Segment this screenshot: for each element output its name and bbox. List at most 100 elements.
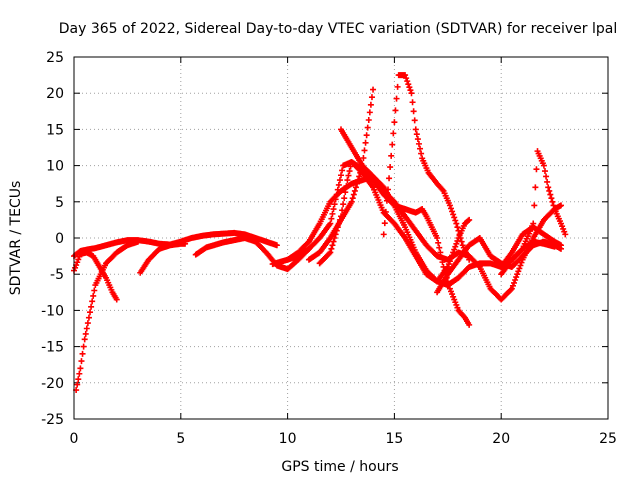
data-point [345,172,352,179]
data-point [87,309,94,316]
data-point [417,145,424,152]
data-point [366,109,373,116]
data-point [549,198,556,205]
data-point [339,167,346,174]
data-point [352,184,359,191]
data-point [346,168,353,175]
data-point [518,246,525,253]
y-tick-label: 5 [55,195,64,211]
data-point [342,189,349,196]
x-tick-label: 0 [70,431,79,447]
x-axis-label: GPS time / hours [281,459,398,475]
data-point [338,213,344,220]
data-point [532,184,539,191]
data-point [368,94,375,101]
data-point [364,124,371,131]
data-point [544,178,551,185]
series-track-3 [73,238,142,394]
data-point [384,186,391,193]
data-point [457,235,464,241]
data-point [392,107,399,114]
data-point [406,84,413,91]
data-point [332,231,339,238]
data-point [546,187,553,194]
series-track-11 [380,72,473,263]
data-point [335,181,342,188]
y-tick-label: 0 [55,231,64,247]
data-point [453,220,460,227]
data-point [514,271,521,278]
data-point [365,116,372,123]
data-point [512,276,519,283]
data-point [356,173,363,180]
data-point [515,268,522,275]
data-point [518,259,525,266]
data-point [456,231,463,238]
data-point [326,250,333,257]
data-point [83,325,90,332]
data-point [367,101,374,108]
data-point [74,381,81,388]
data-point [334,186,341,193]
data-point [335,220,342,227]
data-point [448,205,455,212]
data-point [405,81,412,88]
data-point [113,296,120,303]
data-point [558,202,565,209]
x-tick-label: 25 [599,431,617,447]
data-point [135,238,142,245]
x-tick-label: 20 [492,431,510,447]
data-point [511,279,518,286]
data-point [91,287,98,294]
data-point [338,172,344,179]
data-point [435,239,442,246]
data-point [363,132,370,139]
data-point [386,175,393,182]
data-point [329,242,336,249]
data-point [465,217,472,224]
data-point [84,320,91,327]
data-point [85,314,92,321]
y-tick-label: -25 [41,412,64,428]
data-point [411,117,418,124]
data-point [545,184,552,191]
data-point [446,202,453,209]
data-point [436,244,443,251]
data-point [79,350,86,357]
data-point [466,321,473,328]
data-point [354,180,361,187]
data-point [412,126,419,133]
data-point [340,201,347,208]
data-point [452,243,459,250]
data-point [445,261,452,268]
y-tick-label: 25 [46,50,64,66]
data-point [331,201,338,208]
data-point [78,358,85,365]
data-point [517,262,524,269]
data-point [455,227,462,234]
data-point [333,191,340,198]
data-point [327,249,334,256]
data-point [450,211,457,218]
data-point [329,210,336,217]
data-point [336,216,343,223]
data-point [466,256,473,263]
data-point [541,168,548,175]
data-point [76,370,83,377]
data-point [548,195,555,202]
data-point [418,150,425,157]
data-point [77,365,84,372]
data-point [357,169,364,176]
series-track-13 [498,148,569,278]
y-tick-label: -10 [41,303,64,319]
data-point [513,274,520,281]
y-tick-label: 15 [46,122,64,138]
data-point [361,147,368,154]
data-point [543,173,550,180]
data-point [336,177,343,184]
y-axis-label: SDTVAR / TECUs [8,181,24,296]
data-point [404,78,411,85]
data-point [88,303,95,310]
series-track-4 [137,240,189,276]
